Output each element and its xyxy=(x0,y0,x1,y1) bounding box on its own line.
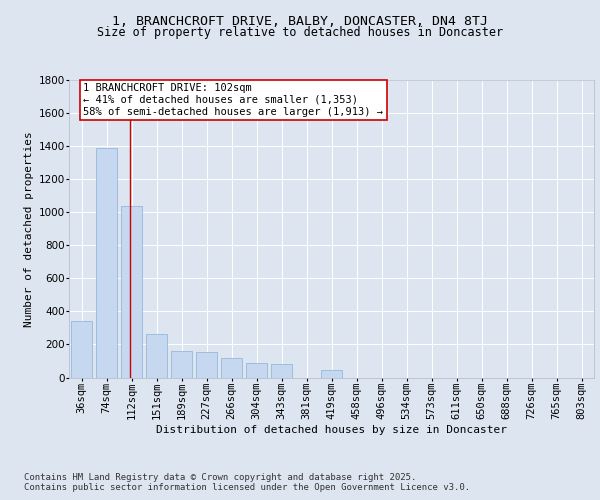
Text: Contains HM Land Registry data © Crown copyright and database right 2025.
Contai: Contains HM Land Registry data © Crown c… xyxy=(24,472,470,492)
Text: 1, BRANCHCROFT DRIVE, BALBY, DONCASTER, DN4 8TJ: 1, BRANCHCROFT DRIVE, BALBY, DONCASTER, … xyxy=(112,15,488,28)
Bar xyxy=(271,364,292,378)
Bar xyxy=(171,351,192,378)
Y-axis label: Number of detached properties: Number of detached properties xyxy=(25,131,34,326)
Bar xyxy=(121,206,142,378)
X-axis label: Distribution of detached houses by size in Doncaster: Distribution of detached houses by size … xyxy=(156,424,507,434)
Bar xyxy=(196,352,217,378)
Text: Size of property relative to detached houses in Doncaster: Size of property relative to detached ho… xyxy=(97,26,503,39)
Bar xyxy=(246,362,267,378)
Bar xyxy=(96,148,117,378)
Text: 1 BRANCHCROFT DRIVE: 102sqm
← 41% of detached houses are smaller (1,353)
58% of : 1 BRANCHCROFT DRIVE: 102sqm ← 41% of det… xyxy=(83,84,383,116)
Bar xyxy=(71,322,92,378)
Bar xyxy=(146,334,167,378)
Bar xyxy=(321,370,342,378)
Bar xyxy=(221,358,242,378)
